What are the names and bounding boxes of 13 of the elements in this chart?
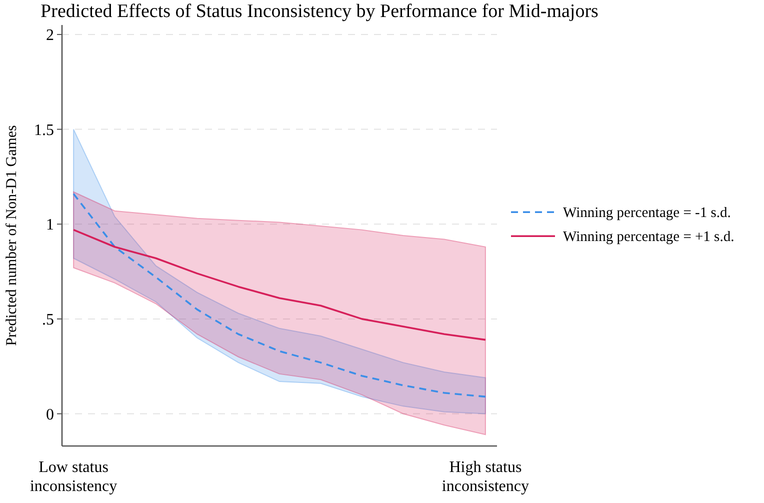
line-series — [72, 192, 486, 398]
chart-title: Predicted Effects of Status Inconsistency by Performance for Mid-majors — [40, 1, 598, 22]
x-tick-label: High status inconsistency — [442, 459, 530, 495]
y-tick-label: .5 — [42, 312, 54, 329]
y-tick-label: 1.5 — [34, 122, 54, 139]
y-tick-label: 0 — [46, 406, 54, 424]
legend-label: Winning percentage = +1 s.d. — [563, 229, 734, 246]
y-axis-title: Predicted number of Non-D1 Games — [4, 124, 20, 346]
y-tick-label: 1 — [46, 216, 54, 234]
legend-label: Winning percentage = -1 s.d. — [563, 205, 731, 222]
line-series — [72, 228, 486, 341]
y-tick-label: 2 — [46, 27, 54, 44]
x-tick-label: Low status inconsistency — [30, 459, 118, 495]
